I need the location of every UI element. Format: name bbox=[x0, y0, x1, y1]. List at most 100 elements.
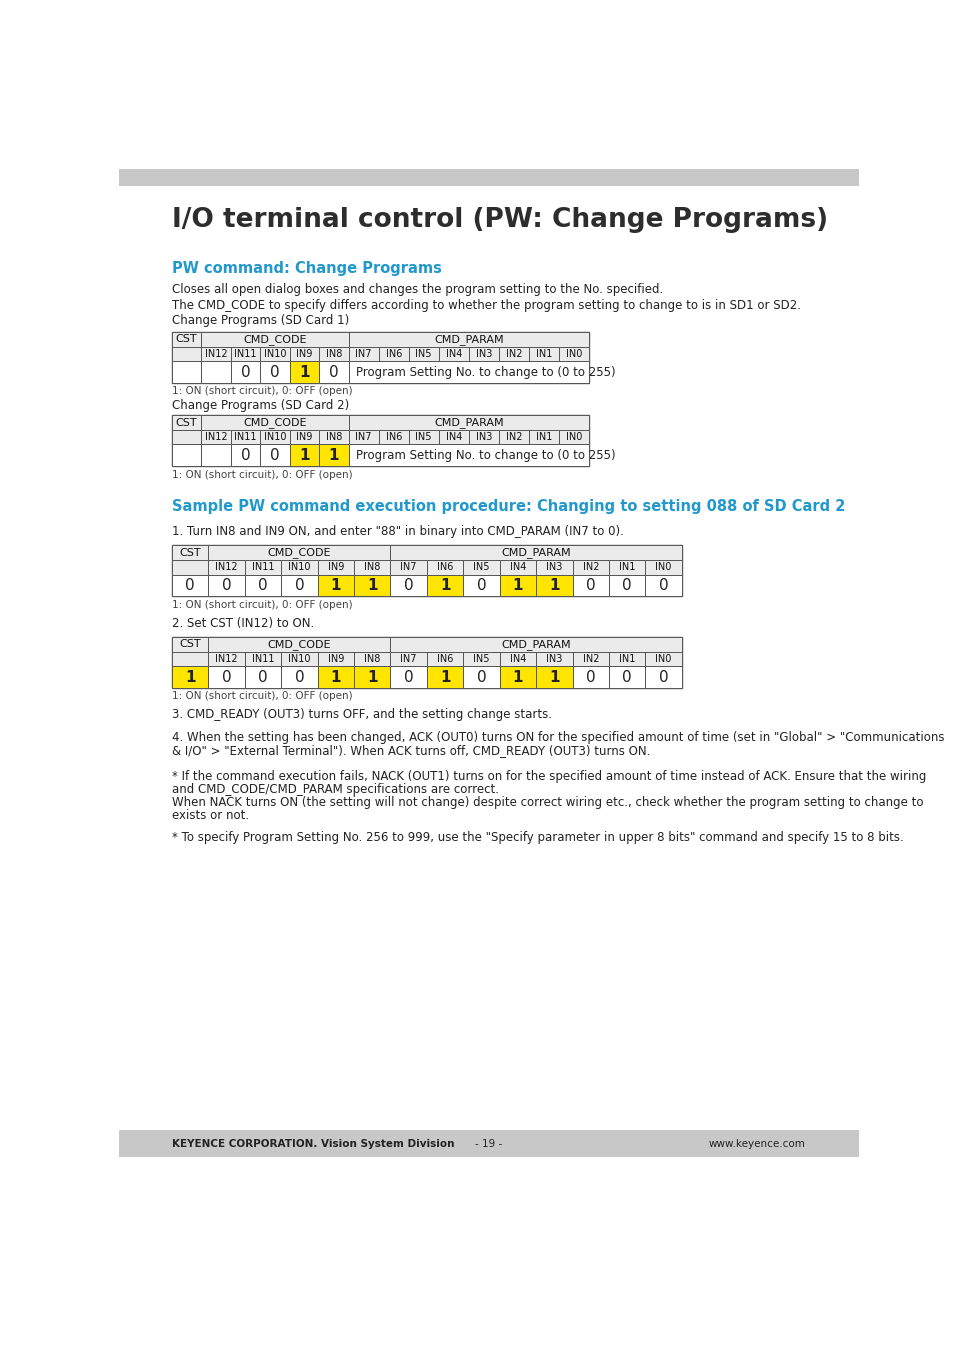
Bar bbox=[208, 637, 390, 652]
Bar bbox=[172, 332, 201, 347]
Bar bbox=[608, 652, 645, 666]
Bar bbox=[290, 362, 319, 383]
Bar bbox=[427, 560, 463, 575]
Bar bbox=[572, 575, 608, 596]
Bar bbox=[468, 347, 498, 362]
Bar bbox=[558, 430, 588, 444]
Text: 0: 0 bbox=[585, 669, 595, 684]
Text: 4. When the setting has been changed, ACK (OUT0) turns ON for the specified amou: 4. When the setting has been changed, AC… bbox=[172, 731, 943, 745]
Bar bbox=[608, 575, 645, 596]
Bar bbox=[260, 362, 290, 383]
Text: IN8: IN8 bbox=[364, 563, 380, 572]
Text: CMD_PARAM: CMD_PARAM bbox=[501, 548, 571, 558]
Bar bbox=[290, 444, 319, 465]
Text: 1: 1 bbox=[331, 669, 341, 684]
Text: I/O terminal control (PW: Change Programs): I/O terminal control (PW: Change Program… bbox=[172, 208, 827, 233]
Bar bbox=[201, 430, 231, 444]
Bar bbox=[354, 666, 390, 688]
Text: IN4: IN4 bbox=[509, 654, 526, 664]
Bar bbox=[528, 347, 558, 362]
Bar bbox=[498, 430, 528, 444]
Bar bbox=[281, 652, 317, 666]
Bar bbox=[208, 666, 245, 688]
Bar bbox=[427, 652, 463, 666]
Text: 0: 0 bbox=[403, 669, 413, 684]
Bar bbox=[245, 652, 281, 666]
Text: 0: 0 bbox=[659, 669, 668, 684]
Text: IN1: IN1 bbox=[618, 654, 635, 664]
Text: * To specify Program Setting No. 256 to 999, use the "Specify parameter in upper: * To specify Program Setting No. 256 to … bbox=[172, 831, 902, 844]
Bar bbox=[208, 545, 390, 560]
Bar bbox=[645, 560, 681, 575]
Text: CMD_PARAM: CMD_PARAM bbox=[434, 417, 503, 428]
Text: 0: 0 bbox=[270, 364, 279, 379]
Bar bbox=[378, 347, 408, 362]
Text: IN0: IN0 bbox=[655, 654, 671, 664]
Bar bbox=[172, 347, 201, 362]
Text: IN0: IN0 bbox=[565, 349, 581, 359]
Text: IN7: IN7 bbox=[355, 432, 372, 442]
Text: IN8: IN8 bbox=[325, 349, 342, 359]
Bar bbox=[317, 652, 354, 666]
Text: CMD_PARAM: CMD_PARAM bbox=[434, 335, 503, 345]
Text: KEYENCE CORPORATION. Vision System Division: KEYENCE CORPORATION. Vision System Divis… bbox=[172, 1139, 454, 1148]
Bar bbox=[172, 637, 208, 652]
Text: CST: CST bbox=[175, 335, 197, 344]
Text: 1: ON (short circuit), 0: OFF (open): 1: ON (short circuit), 0: OFF (open) bbox=[172, 469, 353, 479]
Bar bbox=[390, 666, 427, 688]
Bar bbox=[645, 575, 681, 596]
Bar bbox=[245, 666, 281, 688]
Text: & I/O" > "External Terminal"). When ACK turns off, CMD_READY (OUT3) turns ON.: & I/O" > "External Terminal"). When ACK … bbox=[172, 745, 650, 757]
Bar bbox=[172, 545, 681, 596]
Text: IN9: IN9 bbox=[296, 349, 313, 359]
Bar bbox=[499, 575, 536, 596]
Bar bbox=[354, 560, 390, 575]
Bar bbox=[319, 430, 348, 444]
Text: 1: 1 bbox=[331, 577, 341, 592]
Bar bbox=[281, 560, 317, 575]
Text: 1: ON (short circuit), 0: OFF (open): 1: ON (short circuit), 0: OFF (open) bbox=[172, 691, 353, 701]
Bar bbox=[231, 362, 260, 383]
Bar bbox=[463, 560, 499, 575]
Bar bbox=[317, 575, 354, 596]
Text: 1: 1 bbox=[549, 669, 559, 684]
Bar bbox=[208, 575, 245, 596]
Bar bbox=[172, 545, 208, 560]
Text: 0: 0 bbox=[240, 364, 250, 379]
Bar bbox=[319, 362, 348, 383]
Text: IN12: IN12 bbox=[215, 654, 237, 664]
Text: PW command: Change Programs: PW command: Change Programs bbox=[172, 262, 441, 277]
Text: IN5: IN5 bbox=[416, 349, 432, 359]
Text: IN0: IN0 bbox=[565, 432, 581, 442]
Text: IN4: IN4 bbox=[509, 563, 526, 572]
Text: When NACK turns ON (the setting will not change) despite correct wiring etc., ch: When NACK turns ON (the setting will not… bbox=[172, 796, 923, 809]
Text: IN0: IN0 bbox=[655, 563, 671, 572]
Bar bbox=[608, 560, 645, 575]
Text: 0: 0 bbox=[185, 577, 194, 592]
Bar bbox=[348, 415, 588, 430]
Bar bbox=[390, 652, 427, 666]
Text: IN2: IN2 bbox=[505, 432, 521, 442]
Bar bbox=[463, 666, 499, 688]
Bar bbox=[290, 347, 319, 362]
Bar bbox=[572, 666, 608, 688]
Bar bbox=[348, 332, 588, 347]
Text: IN12: IN12 bbox=[205, 349, 227, 359]
Text: 1: ON (short circuit), 0: OFF (open): 1: ON (short circuit), 0: OFF (open) bbox=[172, 599, 353, 610]
Bar bbox=[290, 430, 319, 444]
Bar bbox=[201, 347, 231, 362]
Text: CMD_PARAM: CMD_PARAM bbox=[501, 639, 571, 650]
Bar bbox=[536, 666, 572, 688]
Bar bbox=[390, 545, 681, 560]
Bar bbox=[281, 575, 317, 596]
Text: IN1: IN1 bbox=[618, 563, 635, 572]
Text: Program Setting No. to change to (0 to 255): Program Setting No. to change to (0 to 2… bbox=[356, 449, 616, 461]
Text: 0: 0 bbox=[221, 577, 232, 592]
Bar bbox=[498, 347, 528, 362]
Text: Change Programs (SD Card 1): Change Programs (SD Card 1) bbox=[172, 314, 349, 326]
Text: IN3: IN3 bbox=[476, 349, 492, 359]
Text: Change Programs (SD Card 2): Change Programs (SD Card 2) bbox=[172, 399, 349, 413]
Text: 0: 0 bbox=[621, 669, 632, 684]
Bar bbox=[390, 575, 427, 596]
Text: CST: CST bbox=[179, 639, 201, 649]
